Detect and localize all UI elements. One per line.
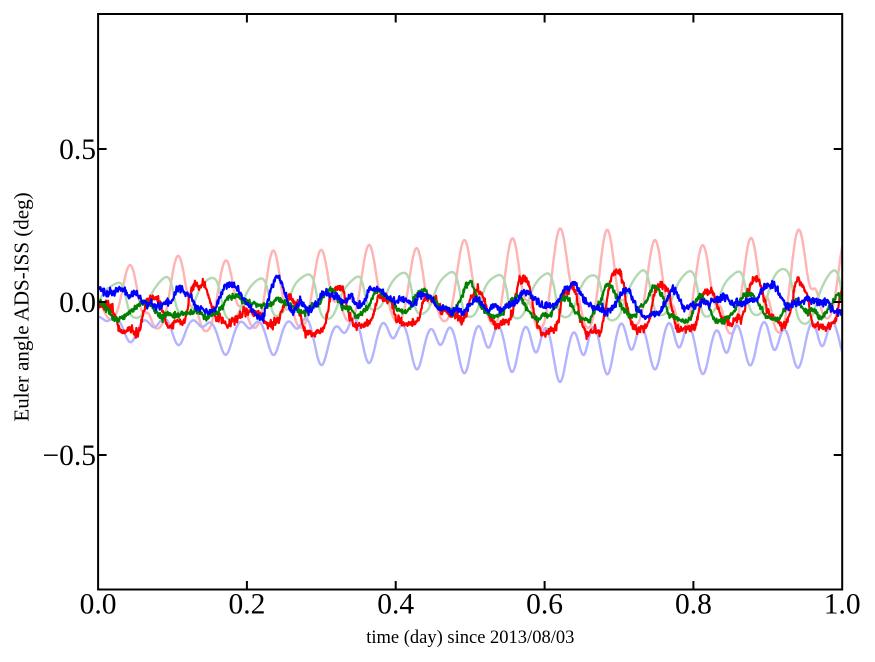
svg-text:0.5: 0.5 (59, 134, 96, 166)
svg-text:−0.5: −0.5 (42, 440, 96, 472)
svg-text:1.0: 1.0 (824, 588, 861, 620)
svg-text:0.2: 0.2 (228, 588, 265, 620)
svg-text:0.6: 0.6 (526, 588, 563, 620)
svg-text:0.0: 0.0 (80, 588, 117, 620)
svg-text:0.8: 0.8 (675, 588, 712, 620)
svg-text:0.0: 0.0 (59, 287, 96, 319)
svg-text:Euler angle ADS-ISS (deg): Euler angle ADS-ISS (deg) (10, 192, 34, 421)
svg-text:time (day) since 2013/08/03: time (day) since 2013/08/03 (366, 628, 574, 648)
svg-text:0.4: 0.4 (377, 588, 414, 620)
